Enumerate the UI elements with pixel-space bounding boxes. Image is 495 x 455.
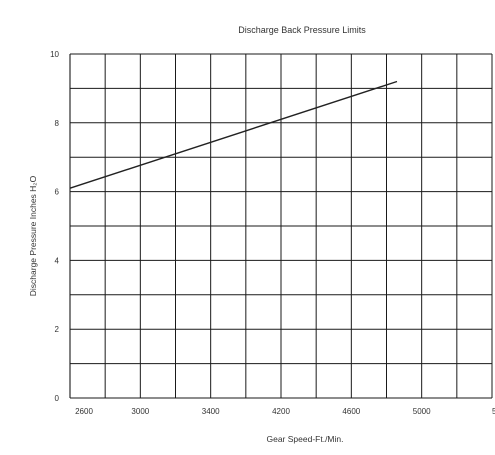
- series-group: [69, 80, 398, 189]
- x-tick-labels: 2600 3000 3400 4200 4600 5000 540: [75, 407, 495, 416]
- x-tick-label: 5000: [413, 407, 431, 416]
- y-tick-label: 4: [55, 256, 60, 265]
- series-line: [69, 80, 398, 189]
- y-tick-label: 8: [55, 119, 60, 128]
- y-tick-labels: 0 2 4 6 8 10: [50, 50, 59, 403]
- x-tick-label: 3000: [131, 407, 149, 416]
- y-tick-label: 6: [55, 188, 60, 197]
- x-tick-label: 3400: [202, 407, 220, 416]
- x-tick-label: 540: [492, 407, 495, 416]
- grid: [70, 54, 493, 398]
- x-tick-label: 2600: [75, 407, 93, 416]
- x-tick-label: 4200: [272, 407, 290, 416]
- y-tick-label: 10: [50, 50, 59, 59]
- y-tick-label: 2: [55, 325, 60, 334]
- x-tick-label: 4600: [342, 407, 360, 416]
- y-axis-label: Discharge Pressure Inches H₂O: [28, 175, 38, 296]
- chart-title: Discharge Back Pressure Limits: [238, 25, 366, 35]
- x-axis-label: Gear Speed-Ft./Min.: [266, 434, 343, 444]
- y-tick-label: 0: [55, 394, 60, 403]
